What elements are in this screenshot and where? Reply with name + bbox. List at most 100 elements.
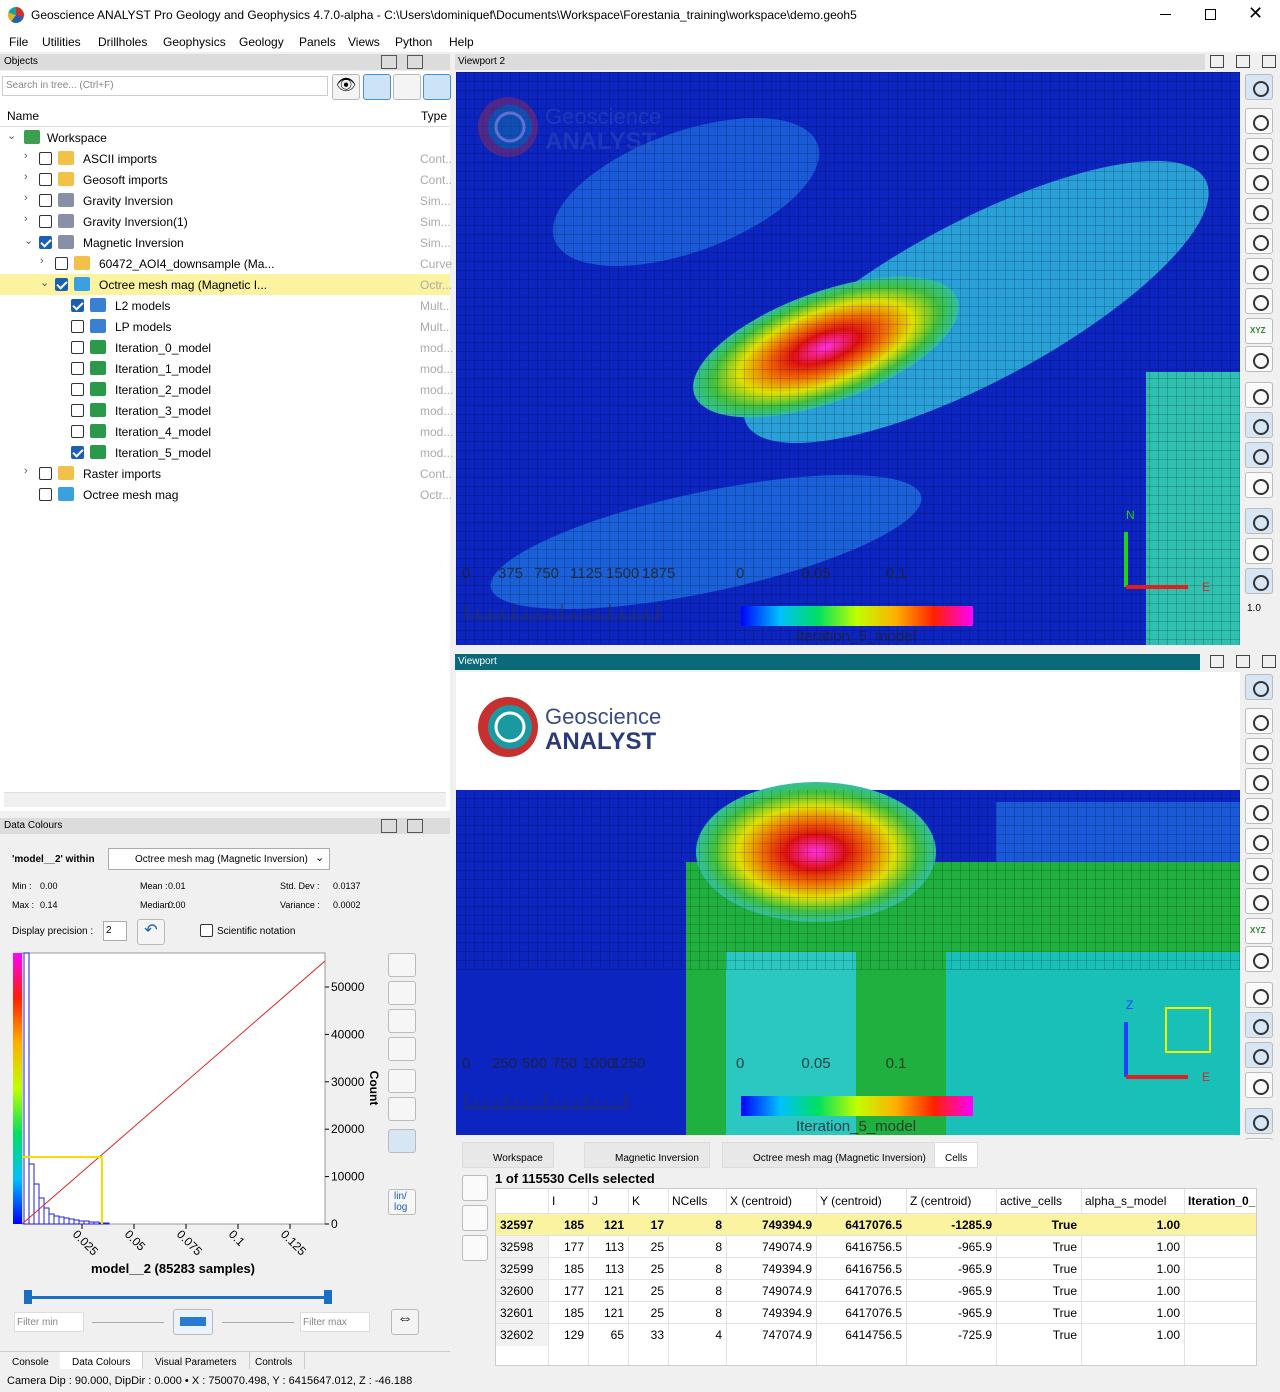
histogram-tool[interactable]: [388, 1097, 416, 1121]
precision-spinbox[interactable]: 2: [103, 921, 127, 941]
fit-range-button[interactable]: [173, 1309, 213, 1335]
tool-button[interactable]: [1245, 346, 1273, 372]
checkbox[interactable]: [71, 362, 84, 375]
menu-item[interactable]: Help: [449, 35, 474, 49]
viewport-control[interactable]: [1210, 655, 1224, 668]
tool-button[interactable]: XYZ: [1245, 918, 1273, 944]
tool-button[interactable]: [1245, 798, 1273, 824]
object-dropdown[interactable]: Octree mesh mag (Magnetic Inversion) ⌄: [108, 848, 330, 870]
tool-button[interactable]: [1245, 288, 1273, 314]
reset-button[interactable]: ↶: [137, 919, 165, 945]
menu-item[interactable]: Panels: [299, 35, 336, 49]
bottom-tab[interactable]: Visual Parameters: [143, 1352, 250, 1369]
table-tab[interactable]: Octree mesh mag (Magnetic Inversion): [722, 1142, 937, 1168]
float-button[interactable]: [381, 819, 397, 833]
table-tool[interactable]: [462, 1235, 488, 1261]
scientific-checkbox[interactable]: [200, 924, 213, 937]
visibility-filter[interactable]: 👁: [332, 74, 360, 100]
tool-button[interactable]: [1245, 1042, 1273, 1068]
expand-arrow[interactable]: ⌄: [7, 130, 17, 142]
checkbox[interactable]: [55, 257, 68, 270]
histogram-tool[interactable]: [388, 1069, 416, 1093]
tool-button[interactable]: [1245, 568, 1273, 594]
expand-arrow[interactable]: ›: [40, 255, 44, 267]
histogram-tool[interactable]: [388, 981, 416, 1005]
tree-row[interactable]: › Geosoft imports Cont..: [0, 169, 452, 190]
checkbox[interactable]: [39, 194, 52, 207]
tool-button[interactable]: [1245, 1072, 1273, 1098]
checkbox[interactable]: [39, 488, 52, 501]
tool-button[interactable]: [1245, 1012, 1273, 1038]
tree-row[interactable]: › Raster imports Cont..: [0, 463, 452, 484]
tool-button[interactable]: [1245, 168, 1273, 194]
tool-button[interactable]: [1245, 1108, 1273, 1134]
checkbox[interactable]: [39, 173, 52, 186]
tree-row[interactable]: Iteration_2_model mod...: [0, 379, 453, 400]
tree-row[interactable]: Iteration_5_model mod...: [0, 442, 453, 463]
tree-row[interactable]: Iteration_1_model mod...: [0, 358, 453, 379]
tree-row[interactable]: Octree mesh mag Octr...: [0, 484, 452, 505]
tool-button[interactable]: [1245, 74, 1273, 100]
expand-arrow[interactable]: ›: [24, 171, 28, 183]
close-button[interactable]: ✕: [1248, 3, 1264, 23]
table-tool[interactable]: [462, 1175, 488, 1201]
table-tool[interactable]: [462, 1205, 488, 1231]
maximize-button[interactable]: [1205, 9, 1216, 20]
tool-button[interactable]: [1245, 442, 1273, 468]
table-row[interactable]: 32600 177 121 25 8 749074.9 6417076.5 -965.9 Tru…: [496, 1279, 1256, 1302]
tool-button[interactable]: [1245, 138, 1273, 164]
minimize-button[interactable]: [1160, 14, 1171, 15]
tree-row[interactable]: › 60472_AOI4_downsample (Ma... Curve: [0, 253, 452, 274]
tool-button[interactable]: [1245, 198, 1273, 224]
tool-button[interactable]: [1245, 946, 1273, 972]
range-slider[interactable]: [24, 1290, 332, 1306]
slider-handle-max[interactable]: [324, 1290, 332, 1304]
menu-item[interactable]: Python: [395, 35, 433, 49]
menu-item[interactable]: Geophysics: [163, 35, 226, 49]
table-row[interactable]: 32602 129 65 33 4 747074.9 6414756.5 -725.9 True…: [496, 1323, 1256, 1346]
histogram-tool[interactable]: [388, 1037, 416, 1061]
horizontal-scrollbar[interactable]: [4, 792, 446, 807]
tree-row[interactable]: › Gravity Inversion Sim...: [0, 190, 451, 211]
tool-button[interactable]: [1245, 858, 1273, 884]
tool-button[interactable]: [1245, 382, 1273, 408]
checkbox[interactable]: [39, 236, 52, 249]
tool-button[interactable]: [1245, 828, 1273, 854]
menu-item[interactable]: Utilities: [42, 35, 81, 49]
viewport-control[interactable]: [1262, 55, 1276, 68]
checkbox[interactable]: [55, 278, 68, 291]
tool-button[interactable]: [1245, 472, 1273, 498]
tool-button[interactable]: [1245, 888, 1273, 914]
histogram-tool[interactable]: [388, 1009, 416, 1033]
tree-row[interactable]: ⌄ Magnetic Inversion Sim...: [0, 232, 451, 253]
close-panel-button[interactable]: [407, 819, 423, 833]
tool-button[interactable]: [1245, 708, 1273, 734]
checkbox[interactable]: [71, 383, 84, 396]
tool-button[interactable]: XYZ: [1245, 318, 1273, 344]
tool-button[interactable]: [1245, 108, 1273, 134]
table-tab[interactable]: Cells: [934, 1142, 979, 1168]
expand-arrow[interactable]: ⌄: [40, 277, 50, 289]
checkbox[interactable]: [39, 152, 52, 165]
checkbox[interactable]: [71, 446, 84, 459]
tree-row[interactable]: ⌄ Workspace: [0, 127, 450, 148]
tree-row[interactable]: Iteration_3_model mod...: [0, 400, 453, 421]
checkbox[interactable]: [71, 341, 84, 354]
checkbox[interactable]: [71, 320, 84, 333]
expand-arrow[interactable]: ›: [24, 192, 28, 204]
table-tab[interactable]: Magnetic Inversion: [584, 1142, 710, 1168]
table-row[interactable]: 32598 177 113 25 8 749074.9 6416756.5 -965.9 Tru…: [496, 1235, 1256, 1258]
expand-arrow[interactable]: ⌄: [24, 235, 34, 247]
menu-item[interactable]: Views: [348, 35, 380, 49]
checkbox[interactable]: [71, 299, 84, 312]
filter-min-box[interactable]: Filter min: [14, 1312, 84, 1332]
viewport-control[interactable]: [1236, 655, 1250, 668]
tree-row[interactable]: LP models Mult..: [0, 316, 450, 337]
filter-max-box[interactable]: Filter max: [300, 1312, 370, 1332]
tree-row[interactable]: Iteration_4_model mod...: [0, 421, 453, 442]
tool-button[interactable]: [1245, 768, 1273, 794]
table-row[interactable]: 32599 185 113 25 8 749394.9 6416756.5 -965.9 Tru…: [496, 1257, 1256, 1280]
viewport-control[interactable]: [1236, 55, 1250, 68]
